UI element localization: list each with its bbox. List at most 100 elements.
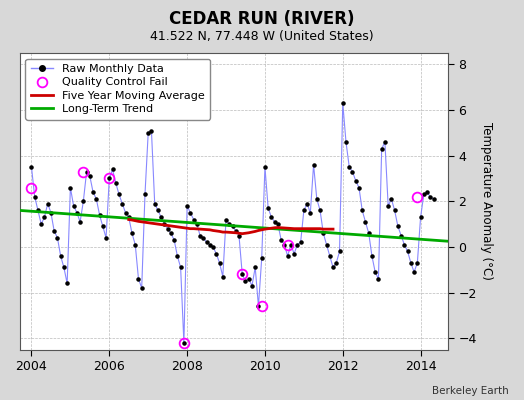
Point bbox=[92, 196, 101, 202]
Point bbox=[69, 203, 78, 209]
Point bbox=[27, 164, 36, 170]
Point bbox=[429, 196, 438, 202]
Point bbox=[420, 191, 428, 198]
Point bbox=[361, 219, 369, 225]
Point bbox=[95, 212, 104, 218]
Point bbox=[270, 219, 279, 225]
Text: CEDAR RUN (RIVER): CEDAR RUN (RIVER) bbox=[169, 10, 355, 28]
Point bbox=[154, 207, 162, 214]
Point bbox=[173, 253, 182, 259]
Point bbox=[225, 221, 234, 227]
Point bbox=[180, 340, 188, 346]
Point bbox=[118, 200, 126, 207]
Point bbox=[112, 180, 120, 186]
Point bbox=[131, 242, 139, 248]
Point bbox=[309, 162, 318, 168]
Point bbox=[163, 226, 172, 232]
Point bbox=[144, 130, 152, 136]
Point bbox=[228, 223, 237, 230]
Point bbox=[267, 214, 276, 220]
Point bbox=[128, 230, 136, 236]
Point bbox=[202, 239, 211, 246]
Point bbox=[254, 303, 263, 310]
Point bbox=[390, 207, 399, 214]
Point bbox=[257, 255, 266, 262]
Point bbox=[335, 248, 344, 255]
Point bbox=[352, 178, 360, 184]
Point bbox=[319, 230, 328, 236]
Point bbox=[99, 223, 107, 230]
Point bbox=[196, 232, 204, 239]
Point bbox=[222, 216, 230, 223]
Point bbox=[306, 210, 314, 216]
Point bbox=[371, 269, 379, 275]
Point bbox=[199, 234, 208, 241]
Point bbox=[245, 276, 253, 282]
Point bbox=[348, 168, 357, 175]
Point bbox=[368, 253, 376, 259]
Point bbox=[400, 242, 409, 248]
Point bbox=[30, 194, 39, 200]
Point bbox=[381, 139, 389, 145]
Point bbox=[365, 230, 373, 236]
Point bbox=[63, 280, 71, 287]
Point bbox=[193, 221, 201, 227]
Point bbox=[189, 216, 198, 223]
Point bbox=[134, 276, 143, 282]
Point bbox=[423, 189, 431, 195]
Point bbox=[186, 210, 194, 216]
Point bbox=[160, 221, 169, 227]
Point bbox=[37, 221, 46, 227]
Point bbox=[342, 139, 350, 145]
Point bbox=[300, 207, 308, 214]
Point bbox=[387, 196, 396, 202]
Point bbox=[57, 253, 65, 259]
Point bbox=[157, 214, 166, 220]
Point bbox=[40, 214, 49, 220]
Point bbox=[125, 214, 133, 220]
Point bbox=[60, 264, 68, 271]
Point bbox=[403, 248, 412, 255]
Point bbox=[76, 219, 84, 225]
Point bbox=[183, 203, 191, 209]
Point bbox=[85, 173, 94, 179]
Point bbox=[410, 269, 418, 275]
Point bbox=[232, 228, 240, 234]
Point bbox=[241, 278, 249, 284]
Point bbox=[329, 264, 337, 271]
Point bbox=[413, 260, 421, 266]
Point bbox=[384, 203, 392, 209]
Point bbox=[377, 146, 386, 152]
Point bbox=[170, 237, 178, 243]
Point bbox=[316, 207, 324, 214]
Point bbox=[277, 237, 286, 243]
Point bbox=[137, 285, 146, 291]
Point bbox=[209, 244, 217, 250]
Text: Berkeley Earth: Berkeley Earth bbox=[432, 386, 508, 396]
Point bbox=[89, 189, 97, 195]
Point bbox=[141, 191, 149, 198]
Point bbox=[238, 271, 246, 278]
Point bbox=[122, 210, 130, 216]
Point bbox=[105, 175, 114, 182]
Point bbox=[374, 276, 383, 282]
Legend: Raw Monthly Data, Quality Control Fail, Five Year Moving Average, Long-Term Tren: Raw Monthly Data, Quality Control Fail, … bbox=[25, 58, 210, 120]
Point bbox=[332, 260, 341, 266]
Point bbox=[264, 205, 272, 211]
Point bbox=[50, 228, 58, 234]
Point bbox=[212, 250, 221, 257]
Point bbox=[261, 164, 269, 170]
Point bbox=[345, 164, 354, 170]
Point bbox=[47, 210, 55, 216]
Point bbox=[358, 207, 366, 214]
Point bbox=[108, 166, 117, 172]
Point bbox=[205, 242, 214, 248]
Point bbox=[287, 242, 295, 248]
Point bbox=[219, 273, 227, 280]
Point bbox=[167, 230, 175, 236]
Point bbox=[150, 200, 159, 207]
Point bbox=[280, 242, 289, 248]
Point bbox=[102, 234, 110, 241]
Point bbox=[73, 210, 81, 216]
Point bbox=[66, 184, 74, 191]
